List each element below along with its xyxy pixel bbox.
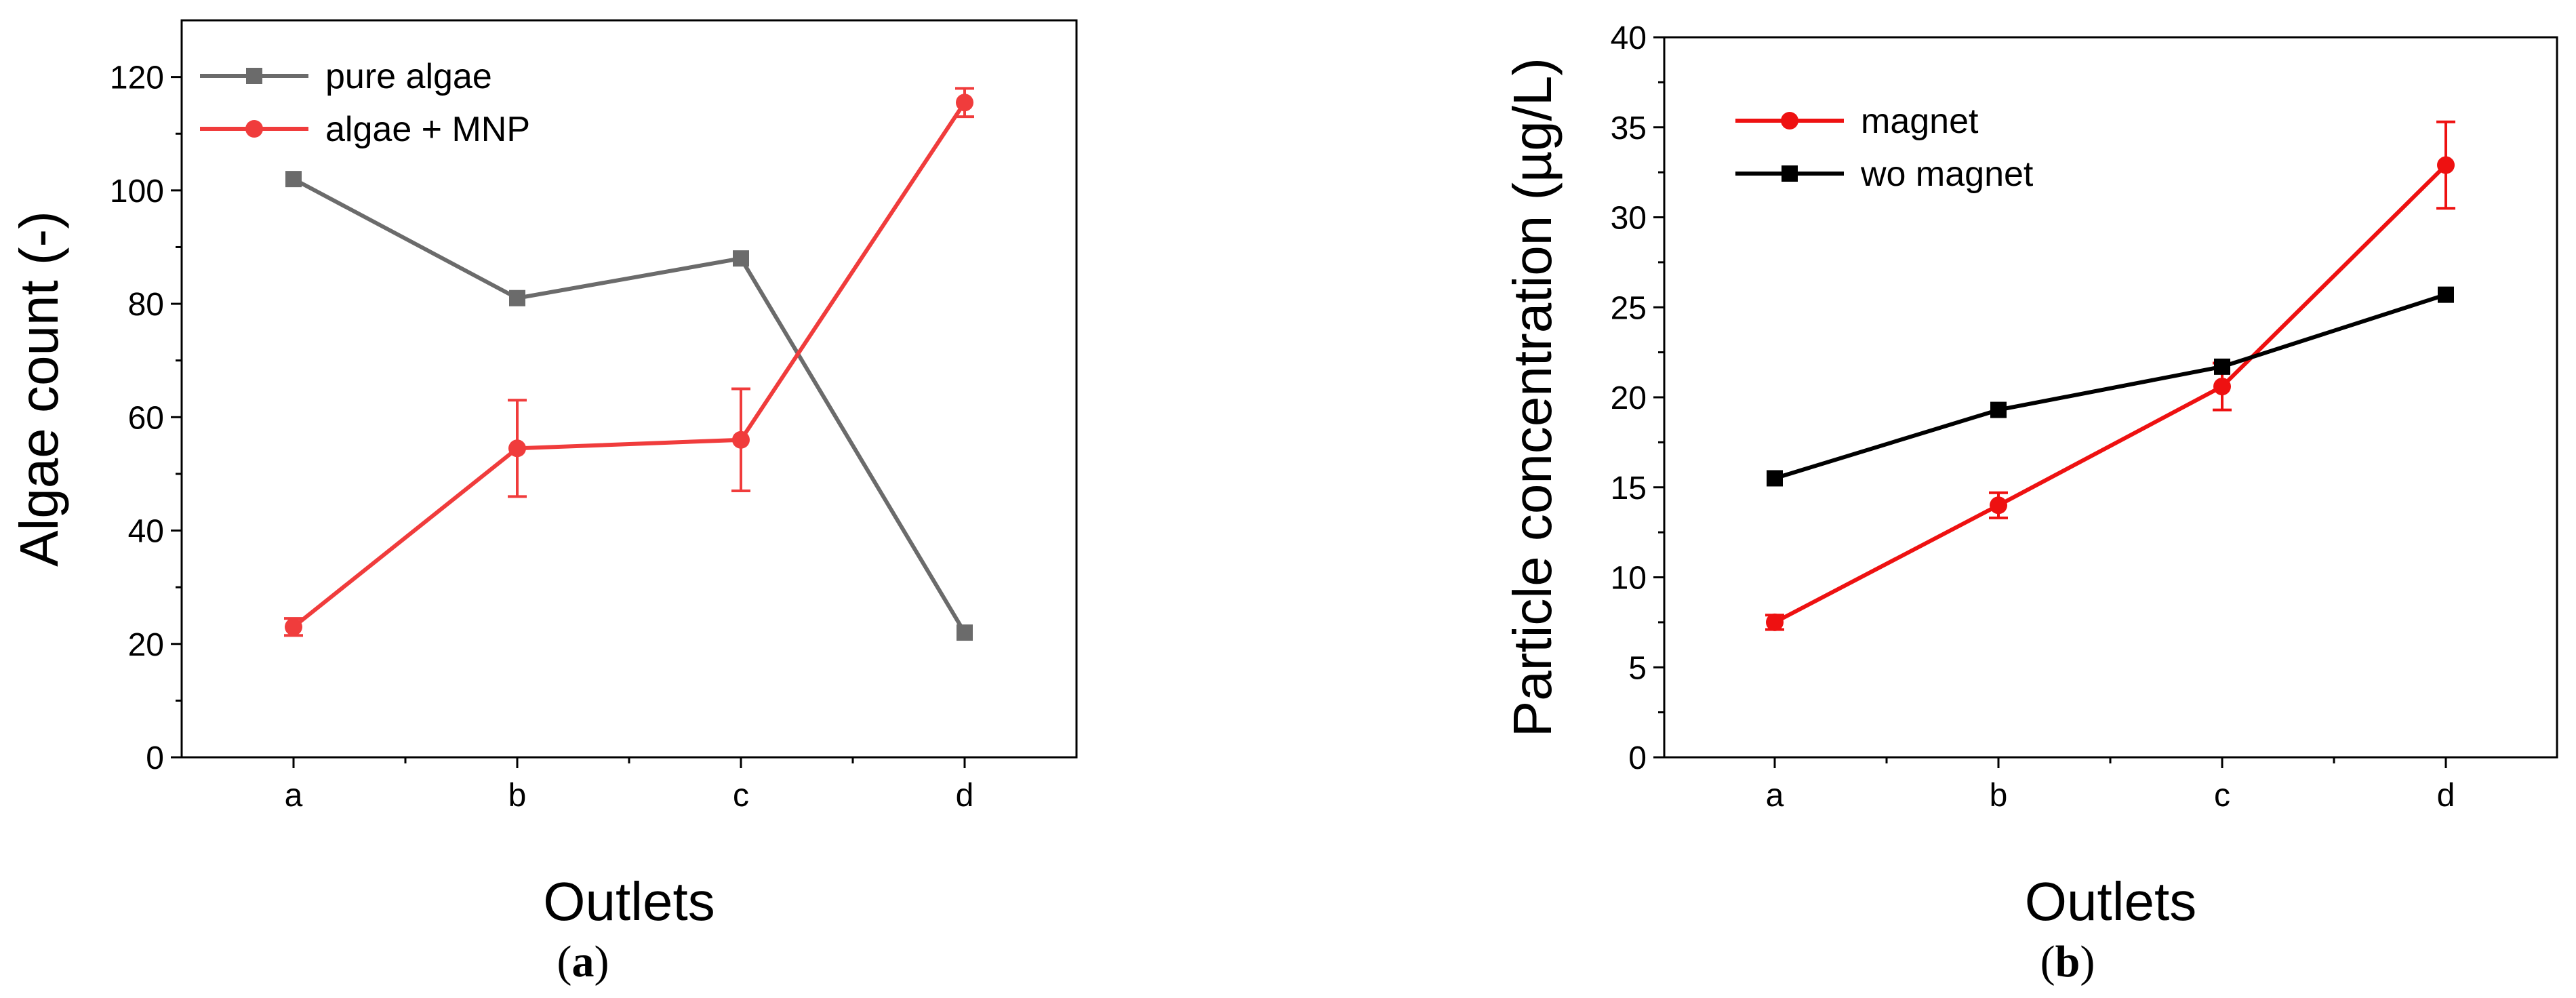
data-point	[285, 618, 302, 636]
plot-frame	[180, 19, 1078, 759]
caption-a: (a)	[557, 937, 609, 986]
data-point	[1767, 470, 1783, 487]
legend-label: pure algae	[325, 57, 492, 96]
x-tick-label: c	[2214, 778, 2230, 814]
data-point	[732, 431, 750, 449]
legend-label: wo magnet	[1860, 155, 2034, 194]
y-tick-label: 40	[1611, 20, 1647, 56]
legend-marker	[1782, 165, 1798, 182]
data-point	[285, 171, 302, 188]
x-tick-label: a	[285, 778, 303, 814]
y-tick-label: 0	[1628, 740, 1647, 776]
data-point	[957, 624, 973, 641]
series-line	[1774, 292, 2447, 481]
data-point	[2438, 286, 2454, 303]
chart-panel-b: 0 5 10 15 20 25 30 35 40 a b c d Outlets Particle conc…	[1502, 20, 2558, 932]
data-point	[1766, 613, 1784, 631]
x-axis-title: Outlets	[543, 871, 715, 932]
y-tick-label: 30	[1611, 201, 1647, 237]
data-point	[1990, 496, 2007, 515]
x-tick-label: a	[1766, 778, 1784, 814]
data-point	[508, 439, 526, 458]
y-tick-label: 20	[128, 627, 164, 663]
y-tick-label: 5	[1628, 650, 1647, 686]
caption-b: (b)	[2040, 937, 2095, 986]
y-tick-label: 10	[1611, 561, 1647, 597]
series-line	[292, 101, 967, 629]
x-tick-label: d	[2437, 778, 2455, 814]
x-axis-title: Outlets	[2025, 871, 2196, 932]
data-point	[2214, 358, 2230, 375]
y-tick-label: 25	[1611, 290, 1647, 326]
y-tick-label: 80	[128, 287, 164, 323]
chart-panel-a: 0 20 40 60 80 100 120 a b c d Outlets Algae count (-…	[9, 19, 1078, 932]
legend-marker	[1781, 112, 1798, 129]
y-tick-label: 15	[1611, 471, 1647, 506]
legend-label: magnet	[1861, 102, 1979, 141]
y-tick-label: 35	[1611, 111, 1647, 146]
legend-marker	[245, 120, 263, 138]
series-line	[292, 177, 967, 634]
x-tick-label: b	[508, 778, 527, 814]
data-point	[1990, 401, 2007, 418]
y-tick-label: 60	[128, 400, 164, 436]
series-line	[1773, 163, 2448, 624]
data-point	[2213, 378, 2231, 396]
y-axis-title: Algae count (-)	[9, 211, 69, 567]
data-point	[956, 94, 973, 112]
legend-marker	[246, 68, 262, 84]
x-tick-label: b	[1990, 778, 2008, 814]
y-tick-label: 40	[128, 514, 164, 550]
legend-label: algae + MNP	[325, 110, 530, 149]
data-point	[2437, 156, 2455, 174]
x-tick-label: d	[956, 778, 974, 814]
plot-frame	[1663, 36, 2558, 759]
data-point	[509, 290, 525, 306]
y-tick-label: 0	[146, 740, 164, 776]
x-tick-label: c	[733, 778, 749, 814]
y-tick-label: 100	[110, 174, 164, 209]
data-point	[733, 250, 749, 267]
y-tick-label: 120	[110, 60, 164, 96]
y-tick-label: 20	[1611, 380, 1647, 416]
y-axis-title: Particle concentration (µg/L)	[1502, 58, 1563, 737]
